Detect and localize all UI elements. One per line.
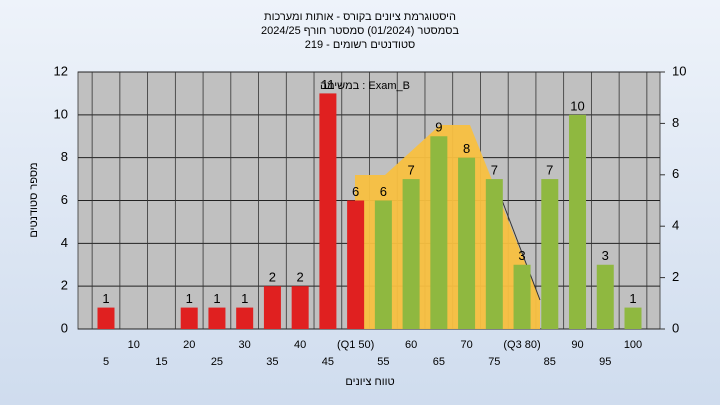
y2-tick-label: 4 <box>672 218 679 233</box>
bar <box>97 307 115 329</box>
value-label: 1 <box>241 291 248 306</box>
x-tick-label: 95 <box>599 356 611 368</box>
x-tick-label: 85 <box>544 356 556 368</box>
bar <box>347 200 365 329</box>
value-label: 1 <box>186 291 193 306</box>
title-line: היסטוגרמת ציונים בקורס - אותות ומערכות <box>264 11 456 23</box>
x-tick-label: 75 <box>488 356 500 368</box>
bar <box>180 307 198 329</box>
x-tick-label: 60 <box>405 339 417 351</box>
x-tick-label: 70 <box>460 339 472 351</box>
y-tick-label: 0 <box>61 320 68 335</box>
title-line: בסמסטר (01/2024) סמסטר חורף 2024/25 <box>261 25 459 37</box>
annotation: במשימה : Exam_B <box>320 80 410 92</box>
x-axis-label: טווח ציונים <box>345 376 394 388</box>
x-tick-label: 100 <box>624 339 642 351</box>
bar <box>513 264 531 329</box>
value-label: 1 <box>629 291 636 306</box>
y-tick-label: 6 <box>61 192 68 207</box>
y2-tick-label: 2 <box>672 269 679 284</box>
x-tick-label: 20 <box>183 339 195 351</box>
bar <box>291 286 309 329</box>
y-tick-label: 8 <box>61 149 68 164</box>
y2-tick-label: 10 <box>672 63 686 78</box>
y2-tick-label: 6 <box>672 166 679 181</box>
x-tick-label: 30 <box>239 339 251 351</box>
value-label: 3 <box>602 248 609 263</box>
x-tick-label: 65 <box>433 356 445 368</box>
x-tick-label: 15 <box>155 356 167 368</box>
value-label: 10 <box>570 98 584 113</box>
bar <box>430 136 448 329</box>
x-tick-label: 10 <box>128 339 140 351</box>
bar <box>374 200 392 329</box>
trend-line <box>499 194 541 301</box>
y-tick-label: 4 <box>61 235 68 250</box>
x-tick-label: 55 <box>377 356 389 368</box>
y-tick-label: 10 <box>54 106 68 121</box>
value-label: 6 <box>352 184 359 199</box>
bar <box>263 286 281 329</box>
y-axis-label: מספר סטודנטים <box>28 162 40 237</box>
value-label: 1 <box>102 291 109 306</box>
bar <box>596 264 614 329</box>
bar <box>319 93 337 330</box>
x-tick-label: 35 <box>266 356 278 368</box>
bar <box>541 179 559 329</box>
value-label: 2 <box>269 270 276 285</box>
title-line: סטודנטים רשומים - 219 <box>305 39 416 51</box>
value-label: 9 <box>435 120 442 135</box>
bar <box>624 307 642 329</box>
value-label: 7 <box>491 163 498 178</box>
y-tick-label: 2 <box>61 278 68 293</box>
bar <box>458 157 476 329</box>
bar <box>208 307 226 329</box>
bar <box>402 179 420 329</box>
x-tick-label: 40 <box>294 339 306 351</box>
x-tick-label: 90 <box>571 339 583 351</box>
value-label: 8 <box>463 141 470 156</box>
x-tick-label: 5 <box>103 356 109 368</box>
value-label: 2 <box>297 270 304 285</box>
value-label: 6 <box>380 184 387 199</box>
y-tick-label: 12 <box>54 63 68 78</box>
value-label: 3 <box>518 248 525 263</box>
x-tick-label: 45 <box>322 356 334 368</box>
value-label: 1 <box>213 291 220 306</box>
bar <box>569 114 587 329</box>
x-tick-label: 25 <box>211 356 223 368</box>
y2-tick-label: 0 <box>672 320 679 335</box>
y2-tick-label: 8 <box>672 115 679 130</box>
value-label: 7 <box>546 163 553 178</box>
x-tick-label: (Q3 80) <box>503 339 540 351</box>
value-label: 7 <box>407 163 414 178</box>
x-tick-label: (Q1 50) <box>337 339 374 351</box>
value-label: 11 <box>321 77 335 92</box>
bar <box>236 307 254 329</box>
bar <box>485 179 503 329</box>
